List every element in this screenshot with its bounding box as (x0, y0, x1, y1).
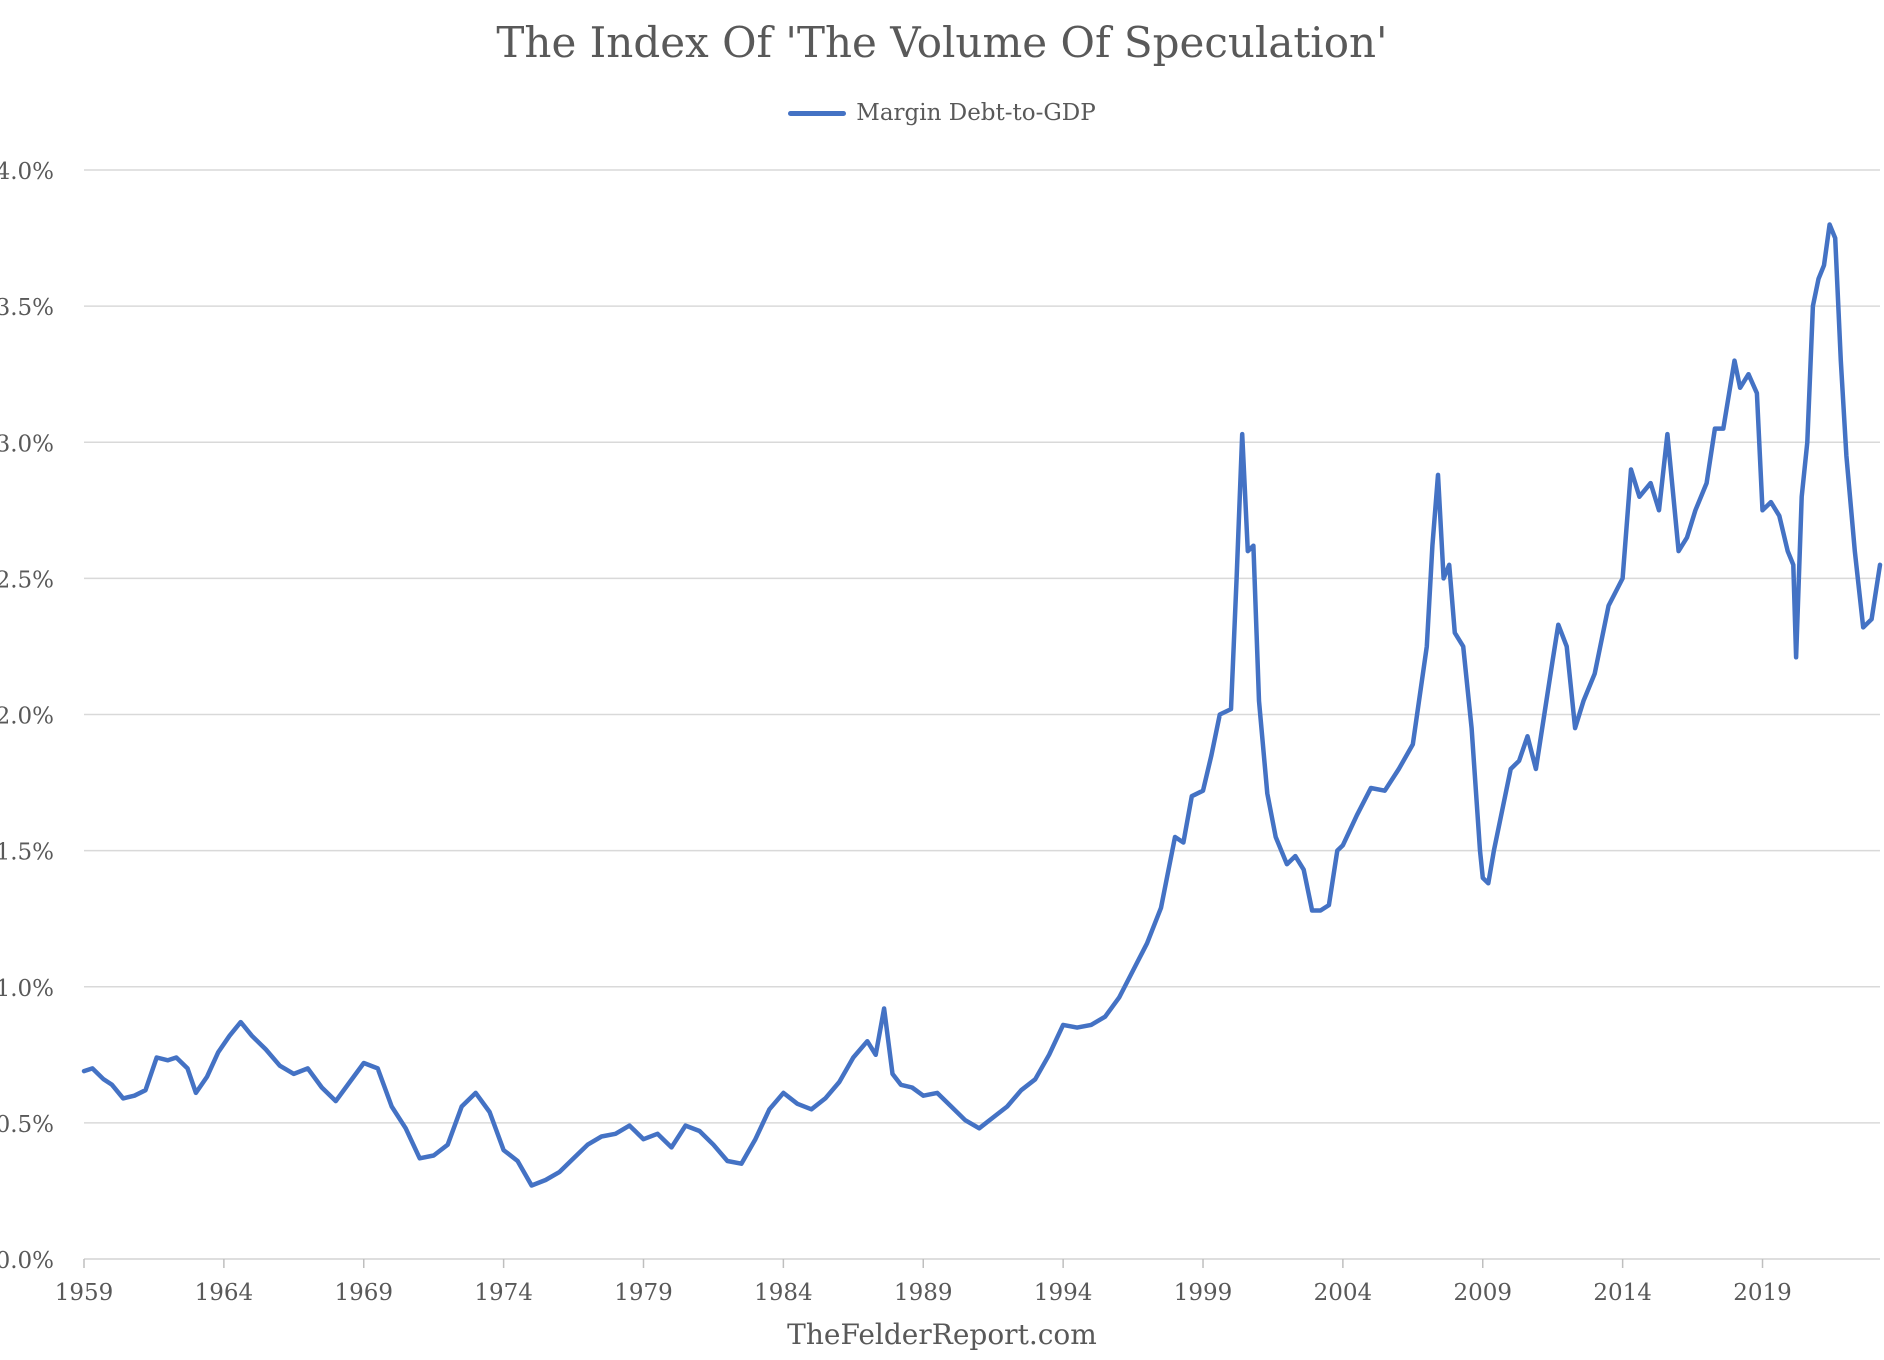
x-tick-label: 1984 (754, 1280, 813, 1306)
x-axis-ticks: 1959 1964 1969 1974 1979 1984 1989 1994 1999 2004… (55, 1258, 1880, 1306)
y-tick-label: 2.5% (0, 567, 54, 593)
x-tick-label: 1979 (614, 1280, 673, 1306)
chart-title: The Index Of 'The Volume Of Speculation' (496, 18, 1388, 67)
y-tick-label: 1.0% (0, 976, 54, 1002)
y-tick-label: 2.0% (0, 704, 54, 730)
legend-label: Margin Debt-to-GDP (856, 100, 1096, 126)
x-tick-label: 1964 (195, 1280, 254, 1306)
x-tick-label: 2014 (1593, 1280, 1652, 1306)
y-tick-label: 3.0% (0, 431, 54, 457)
x-tick-label: 1974 (474, 1280, 533, 1306)
gridlines (84, 169, 1880, 1260)
x-tick-label: 2009 (1453, 1280, 1512, 1306)
y-tick-label: 0.0% (0, 1248, 54, 1274)
source-note: TheFelderReport.com (787, 1318, 1097, 1351)
x-tick-label: 2004 (1314, 1280, 1373, 1306)
y-tick-label: 4.0% (0, 159, 54, 185)
x-tick-label: 1994 (1034, 1280, 1093, 1306)
legend-swatch (788, 110, 847, 116)
x-tick-label: 2019 (1733, 1280, 1792, 1306)
y-tick-label: 3.5% (0, 295, 54, 321)
x-tick-label: 1969 (334, 1280, 393, 1306)
y-axis-ticks: 0.0% 0.5% 1.0% 1.5% 2.0% 2.5% 3.0% 3.5% 4.0% (0, 159, 54, 1274)
x-tick-label: 1989 (894, 1280, 953, 1306)
series-line-margin-debt-to-gdp (81, 222, 1883, 1188)
series-layer (81, 222, 1883, 1188)
y-tick-label: 1.5% (0, 840, 54, 866)
y-tick-label: 0.5% (0, 1112, 54, 1138)
x-tick-label: 1959 (55, 1280, 114, 1306)
x-tick-label: 1999 (1174, 1280, 1233, 1306)
legend: Margin Debt-to-GDP (0, 100, 1884, 126)
